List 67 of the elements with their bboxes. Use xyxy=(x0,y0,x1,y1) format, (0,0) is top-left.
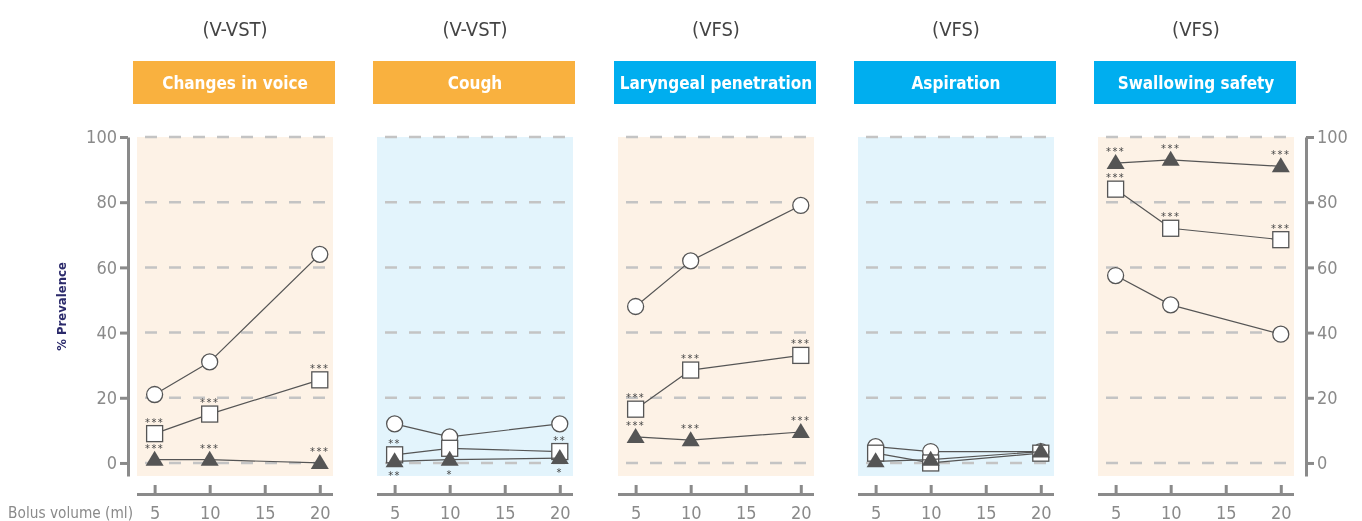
x-tick-label: 10 xyxy=(1160,502,1182,521)
chart-subtitle: (VFS) xyxy=(1172,17,1220,41)
y-tick-label: 80 xyxy=(96,191,117,213)
annotation: *** xyxy=(144,415,165,429)
chart-title: Changes in voice xyxy=(162,73,308,93)
y-tick-label: 0 xyxy=(1317,452,1328,474)
y-tick-label: 0 xyxy=(106,452,117,474)
annotation: *** xyxy=(681,422,701,436)
x-tick-label: 20 xyxy=(309,502,331,521)
annotation: *** xyxy=(625,391,646,405)
x-tick-label: 5 xyxy=(149,502,161,521)
chart-title: Cough xyxy=(447,73,503,93)
annotation: *** xyxy=(1105,145,1126,159)
x-tick-label: 5 xyxy=(1110,502,1122,521)
y-tick-label: 20 xyxy=(96,387,117,409)
x-tick-label: 15 xyxy=(735,502,757,521)
x-tick-label: 15 xyxy=(254,502,276,521)
annotation: *** xyxy=(791,413,811,427)
y-tick-label: 80 xyxy=(1317,191,1338,213)
annotation: *** xyxy=(200,441,220,455)
annotation: *** xyxy=(1161,210,1181,224)
chart-subtitle: (V-VST) xyxy=(202,17,268,41)
y-tick-label: 40 xyxy=(96,321,117,343)
x-tick-label: 15 xyxy=(975,502,997,521)
annotation: *** xyxy=(310,361,330,375)
y-tick-label: 100 xyxy=(86,126,117,148)
x-tick-label: 15 xyxy=(1215,502,1237,521)
annotation: *** xyxy=(1105,171,1126,185)
annotation: ** xyxy=(388,469,402,483)
annotation: *** xyxy=(144,441,165,455)
x-tick-label: 20 xyxy=(790,502,812,521)
y-tick-label: 100 xyxy=(1317,126,1348,148)
annotation: ** xyxy=(388,436,402,450)
y-axis-title: % Prevalence xyxy=(54,262,69,351)
x-tick-label: 20 xyxy=(1030,502,1052,521)
y-tick-label: 60 xyxy=(96,256,117,278)
annotation: * xyxy=(556,466,564,480)
x-axis-title: Bolus volume (ml) xyxy=(8,504,133,521)
x-tick-label: 10 xyxy=(199,502,221,521)
y-tick-label: 60 xyxy=(1317,256,1338,278)
x-tick-label: 10 xyxy=(439,502,461,521)
y-tick-label: 40 xyxy=(1317,321,1338,343)
chart-title: Swallowing safety xyxy=(1117,73,1275,93)
annotation: *** xyxy=(625,418,646,432)
annotation: *** xyxy=(1271,221,1291,235)
annotation: *** xyxy=(200,396,220,410)
annotation: * xyxy=(446,467,453,481)
x-tick-label: 20 xyxy=(549,502,571,521)
x-tick-label: 15 xyxy=(494,502,516,521)
chart-title: Laryngeal penetration xyxy=(619,73,813,93)
x-tick-label: 5 xyxy=(870,502,882,521)
annotation: ** xyxy=(553,433,567,447)
annotation: *** xyxy=(310,444,330,458)
chart-subtitle: (VFS) xyxy=(932,17,980,41)
x-tick-label: 10 xyxy=(920,502,942,521)
annotation: *** xyxy=(681,352,701,366)
x-tick-label: 5 xyxy=(389,502,401,521)
chart-subtitle: (VFS) xyxy=(692,17,740,41)
annotation: *** xyxy=(1161,141,1181,155)
x-tick-label: 20 xyxy=(1270,502,1292,521)
chart-title: Aspiration xyxy=(911,73,1001,93)
x-tick-label: 5 xyxy=(630,502,642,521)
x-tick-label: 10 xyxy=(680,502,702,521)
annotation: *** xyxy=(1271,148,1291,162)
y-tick-label: 20 xyxy=(1317,387,1338,409)
chart-subtitle: (V-VST) xyxy=(442,17,508,41)
annotation: *** xyxy=(791,337,811,351)
